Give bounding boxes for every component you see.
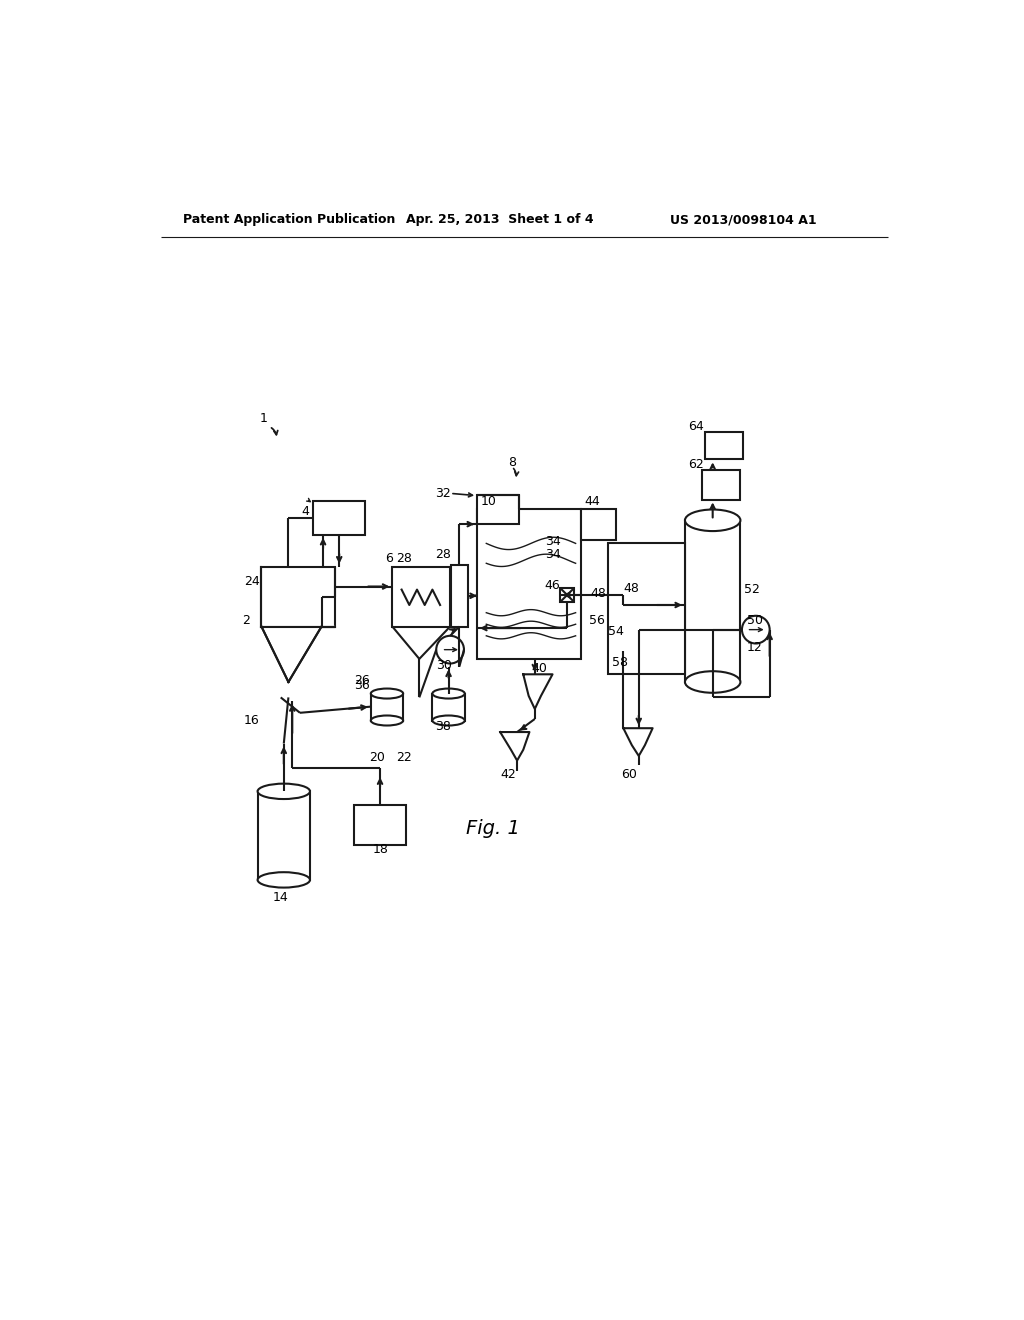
Text: 50: 50	[746, 614, 763, 627]
Bar	[581, 508, 615, 540]
Text: 64: 64	[688, 420, 703, 433]
Text: 42: 42	[500, 768, 516, 781]
Text: 32: 32	[435, 487, 451, 500]
Text: US 2013/0098104 A1: US 2013/0098104 A1	[670, 214, 816, 227]
Text: 54: 54	[608, 626, 624, 639]
Bar	[313, 502, 366, 535]
Text: 48: 48	[590, 587, 606, 601]
Ellipse shape	[258, 873, 310, 887]
Bar	[477, 508, 581, 659]
Text: 56: 56	[589, 614, 604, 627]
Bar	[432, 693, 465, 721]
Text: 20: 20	[370, 751, 385, 764]
Text: 2: 2	[243, 614, 250, 627]
Polygon shape	[500, 733, 529, 760]
Text: 46: 46	[545, 579, 560, 593]
Text: 34: 34	[545, 548, 560, 561]
Ellipse shape	[685, 671, 740, 693]
Ellipse shape	[432, 715, 465, 726]
Text: 62: 62	[688, 458, 703, 471]
Text: 34: 34	[545, 535, 560, 548]
Text: 60: 60	[621, 768, 637, 781]
Bar	[477, 495, 519, 524]
Bar	[701, 470, 740, 499]
Text: 26: 26	[354, 675, 370, 686]
Bar	[261, 566, 335, 627]
Text: 36: 36	[354, 680, 370, 693]
Text: 10: 10	[481, 495, 497, 508]
Text: 58: 58	[611, 656, 628, 669]
Text: 18: 18	[373, 843, 389, 857]
Text: 1: 1	[260, 412, 268, 425]
Text: 8: 8	[508, 455, 516, 469]
Text: 28: 28	[435, 548, 451, 561]
Text: 52: 52	[744, 583, 760, 597]
Ellipse shape	[432, 689, 465, 698]
Text: 38: 38	[435, 721, 451, 733]
Ellipse shape	[371, 689, 403, 698]
Text: Patent Application Publication: Patent Application Publication	[183, 214, 395, 227]
Polygon shape	[624, 729, 652, 756]
Bar	[354, 805, 407, 845]
Polygon shape	[261, 627, 335, 682]
Text: 40: 40	[531, 663, 547, 676]
Bar	[608, 544, 685, 675]
Text: 48: 48	[624, 582, 639, 594]
Text: 12: 12	[746, 640, 762, 653]
Text: 24: 24	[244, 576, 259, 589]
Circle shape	[742, 615, 770, 644]
Text: 6: 6	[385, 552, 392, 565]
Bar	[560, 589, 574, 602]
Text: 22: 22	[396, 751, 412, 764]
Polygon shape	[523, 675, 553, 709]
Text: 14: 14	[273, 891, 289, 904]
Bar	[392, 566, 451, 627]
Bar	[371, 693, 403, 721]
Text: 4: 4	[301, 504, 309, 517]
Bar	[685, 520, 740, 682]
Ellipse shape	[258, 784, 310, 799]
Ellipse shape	[685, 510, 740, 531]
Text: 30: 30	[436, 659, 453, 672]
Text: Fig. 1: Fig. 1	[466, 818, 519, 838]
Bar	[258, 792, 310, 880]
Text: 16: 16	[244, 714, 259, 727]
Ellipse shape	[371, 715, 403, 726]
Text: Apr. 25, 2013  Sheet 1 of 4: Apr. 25, 2013 Sheet 1 of 4	[407, 214, 594, 227]
Bar	[705, 432, 743, 459]
Bar	[451, 565, 468, 627]
Circle shape	[436, 636, 464, 664]
Text: 44: 44	[585, 495, 601, 508]
Text: 28: 28	[396, 552, 412, 565]
